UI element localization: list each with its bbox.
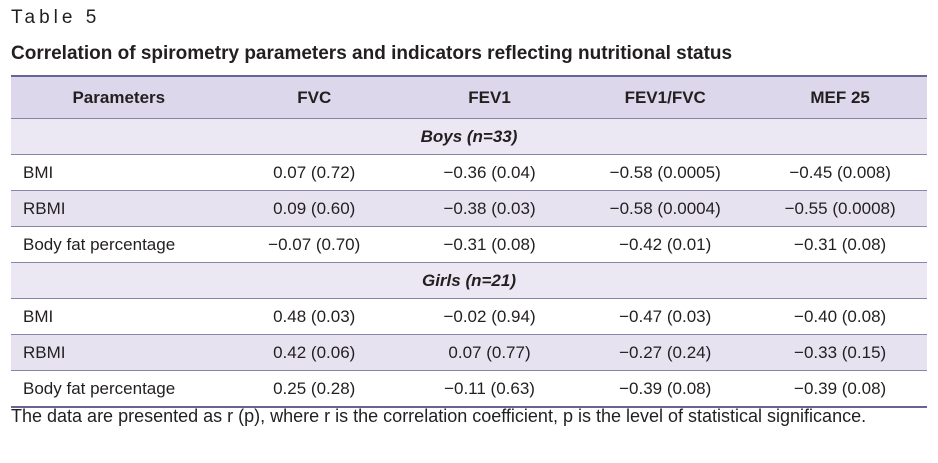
- fvc-cell: 0.42 (0.06): [226, 334, 402, 371]
- ratio-cell: −0.47 (0.03): [577, 298, 754, 335]
- fev1-cell: −0.36 (0.04): [401, 154, 578, 191]
- correlation-table: Parameters FVC FEV1 FEV1/FVC MEF 25 Boys…: [11, 75, 927, 408]
- group-row-boys: Boys (n=33): [11, 118, 927, 155]
- ratio-cell: −0.42 (0.01): [577, 226, 754, 263]
- mef25-cell: −0.31 (0.08): [753, 226, 927, 263]
- ratio-cell: −0.39 (0.08): [577, 370, 754, 408]
- table-row: RBMI 0.09 (0.60) −0.38 (0.03) −0.58 (0.0…: [11, 190, 927, 227]
- header-row: Parameters FVC FEV1 FEV1/FVC MEF 25: [11, 75, 927, 119]
- param-cell: Body fat percentage: [11, 226, 227, 263]
- ratio-cell: −0.27 (0.24): [577, 334, 754, 371]
- fev1-cell: −0.11 (0.63): [401, 370, 578, 408]
- table-label: Table 5: [11, 7, 101, 28]
- fvc-cell: 0.48 (0.03): [226, 298, 402, 335]
- fev1-cell: −0.38 (0.03): [401, 190, 578, 227]
- mef25-cell: −0.40 (0.08): [753, 298, 927, 335]
- table-title: Correlation of spirometry parameters and…: [11, 43, 733, 64]
- ratio-cell: −0.58 (0.0004): [577, 190, 754, 227]
- header-fev1-fvc: FEV1/FVC: [577, 75, 754, 119]
- fvc-cell: −0.07 (0.70): [226, 226, 402, 263]
- group-row-girls: Girls (n=21): [11, 262, 927, 299]
- ratio-cell: −0.58 (0.0005): [577, 154, 754, 191]
- param-cell: Body fat percentage: [11, 370, 227, 408]
- table-footnote: The data are presented as r (p), where r…: [11, 406, 867, 426]
- header-mef25: MEF 25: [753, 75, 927, 119]
- mef25-cell: −0.39 (0.08): [753, 370, 927, 408]
- mef25-cell: −0.55 (0.0008): [753, 190, 927, 227]
- table-row: BMI 0.48 (0.03) −0.02 (0.94) −0.47 (0.03…: [11, 298, 927, 335]
- mef25-cell: −0.45 (0.008): [753, 154, 927, 191]
- header-fev1: FEV1: [401, 75, 578, 119]
- table-row: BMI 0.07 (0.72) −0.36 (0.04) −0.58 (0.00…: [11, 154, 927, 191]
- group-label-boys: Boys (n=33): [11, 118, 927, 155]
- fvc-cell: 0.25 (0.28): [226, 370, 402, 408]
- param-cell: BMI: [11, 298, 227, 335]
- param-cell: RBMI: [11, 334, 227, 371]
- group-label-girls: Girls (n=21): [11, 262, 927, 299]
- fev1-cell: −0.02 (0.94): [401, 298, 578, 335]
- param-cell: BMI: [11, 154, 227, 191]
- table-row: Body fat percentage 0.25 (0.28) −0.11 (0…: [11, 370, 927, 408]
- header-parameters: Parameters: [11, 75, 227, 119]
- fev1-cell: −0.31 (0.08): [401, 226, 578, 263]
- header-fvc: FVC: [226, 75, 402, 119]
- fev1-cell: 0.07 (0.77): [401, 334, 578, 371]
- fvc-cell: 0.07 (0.72): [226, 154, 402, 191]
- mef25-cell: −0.33 (0.15): [753, 334, 927, 371]
- table-row: Body fat percentage −0.07 (0.70) −0.31 (…: [11, 226, 927, 263]
- fvc-cell: 0.09 (0.60): [226, 190, 402, 227]
- table-row: RBMI 0.42 (0.06) 0.07 (0.77) −0.27 (0.24…: [11, 334, 927, 371]
- param-cell: RBMI: [11, 190, 227, 227]
